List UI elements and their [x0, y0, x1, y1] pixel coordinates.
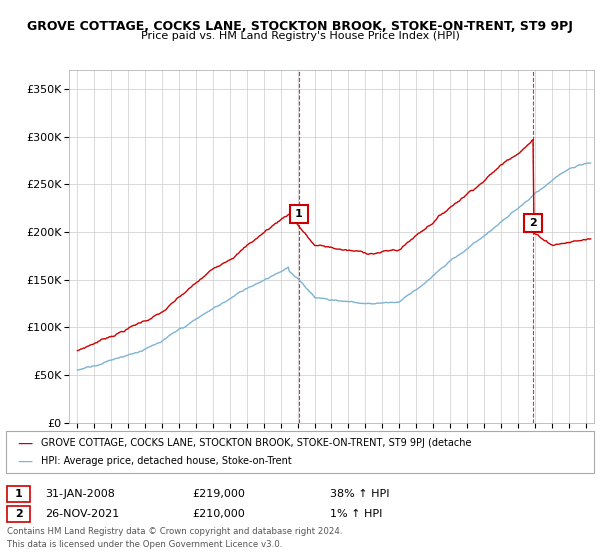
Text: HPI: Average price, detached house, Stoke-on-Trent: HPI: Average price, detached house, Stok… — [41, 456, 292, 466]
Text: 1% ↑ HPI: 1% ↑ HPI — [330, 509, 382, 519]
Text: —: — — [17, 436, 32, 450]
Text: £210,000: £210,000 — [192, 509, 245, 519]
Text: 1: 1 — [15, 489, 22, 499]
Text: —: — — [17, 454, 32, 469]
Text: GROVE COTTAGE, COCKS LANE, STOCKTON BROOK, STOKE-ON-TRENT, ST9 9PJ: GROVE COTTAGE, COCKS LANE, STOCKTON BROO… — [27, 20, 573, 32]
Text: 1: 1 — [295, 209, 303, 219]
Text: 2: 2 — [15, 509, 22, 519]
Text: £219,000: £219,000 — [192, 489, 245, 499]
Text: 26-NOV-2021: 26-NOV-2021 — [45, 509, 119, 519]
Text: GROVE COTTAGE, COCKS LANE, STOCKTON BROOK, STOKE-ON-TRENT, ST9 9PJ (detache: GROVE COTTAGE, COCKS LANE, STOCKTON BROO… — [41, 438, 472, 448]
Text: 38% ↑ HPI: 38% ↑ HPI — [330, 489, 389, 499]
Text: Price paid vs. HM Land Registry's House Price Index (HPI): Price paid vs. HM Land Registry's House … — [140, 31, 460, 41]
Text: 31-JAN-2008: 31-JAN-2008 — [45, 489, 115, 499]
Text: 2: 2 — [529, 218, 537, 227]
Text: Contains HM Land Registry data © Crown copyright and database right 2024.: Contains HM Land Registry data © Crown c… — [7, 527, 343, 536]
Text: This data is licensed under the Open Government Licence v3.0.: This data is licensed under the Open Gov… — [7, 540, 283, 549]
